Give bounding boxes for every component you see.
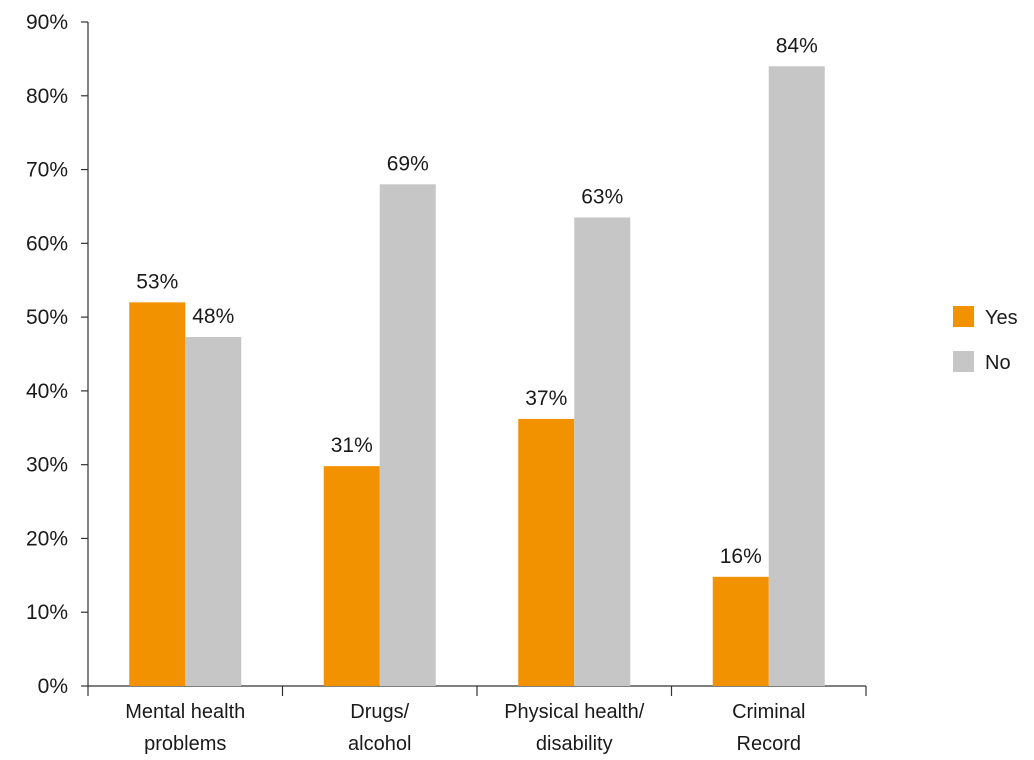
data-label: 53% [136,270,178,293]
y-tick-label: 20% [26,527,68,550]
bar-yes [712,576,769,686]
data-label: 48% [192,305,234,328]
x-tick-label: Mental health problems [125,701,245,755]
data-label: 69% [387,152,429,175]
bar-yes [518,418,575,686]
bar-yes [129,302,186,686]
bar-no [185,337,242,686]
data-label: 37% [525,387,567,410]
data-label: 84% [776,34,818,57]
legend: Yes No [953,306,1018,374]
data-labels: 53% 48% 31% 69% 37% 63% 16% 84% [136,34,818,568]
y-tick-label: 40% [26,380,68,403]
x-tick-label: Criminal Record [732,701,805,755]
bars [129,66,825,687]
bar-no [768,66,825,687]
y-tick-label: 10% [26,601,68,624]
y-tick-label: 70% [26,159,68,182]
data-label: 31% [331,434,373,457]
x-tick-label: Drugs/alcohol [348,701,411,755]
y-axis: 0% 10% 20% 30% 40% 50% 60% 70% 80% 90% [26,11,89,698]
y-tick-label: 30% [26,454,68,477]
bar-no [574,217,631,686]
y-tick-label: 80% [26,85,68,108]
legend-label: No [985,352,1011,374]
y-tick-label: 60% [26,232,68,255]
data-label: 16% [720,545,762,568]
y-tick-label: 0% [38,675,68,698]
bar-yes [323,466,380,686]
legend-swatch [953,351,974,372]
y-tick-label: 90% [26,11,68,34]
bar-no [379,184,436,687]
x-tick-label: Physical health/disability [504,701,645,755]
legend-swatch [953,306,974,327]
x-axis: Mental health problems Drugs/alcohol Physic… [87,685,867,755]
data-label: 63% [581,186,623,209]
y-tick-label: 50% [26,306,68,329]
legend-label: Yes [985,307,1018,329]
